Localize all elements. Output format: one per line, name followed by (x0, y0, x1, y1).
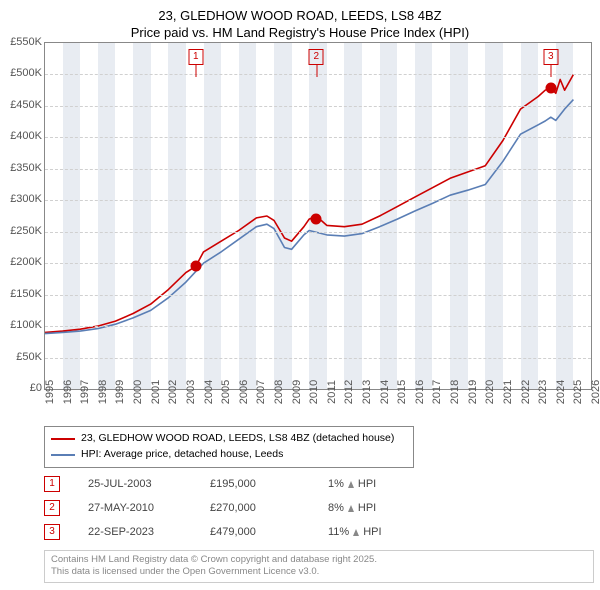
title-address: 23, GLEDHOW WOOD ROAD, LEEDS, LS8 4BZ (0, 8, 600, 25)
legend-swatch (51, 438, 75, 440)
sale-flag: 3 (543, 49, 558, 65)
sale-flag: 1 (188, 49, 203, 65)
y-axis-label: £550K (2, 36, 42, 48)
sale-diff: 1%HPI (328, 478, 376, 490)
x-axis-label: 1998 (97, 380, 109, 404)
x-axis-label: 2021 (502, 380, 514, 404)
y-axis-label: £200K (2, 256, 42, 268)
gridline (45, 358, 591, 359)
x-axis-label: 2023 (537, 380, 549, 404)
series-line (45, 100, 573, 334)
legend-row: HPI: Average price, detached house, Leed… (51, 447, 407, 463)
x-axis-label: 2012 (343, 380, 355, 404)
sale-date: 22-SEP-2023 (88, 526, 210, 538)
arrow-up-icon (353, 529, 359, 536)
sale-diff: 8%HPI (328, 502, 376, 514)
arrow-up-icon (348, 505, 354, 512)
gridline (45, 295, 591, 296)
x-axis-label: 2008 (273, 380, 285, 404)
x-axis-label: 2015 (396, 380, 408, 404)
sale-diff: 11%HPI (328, 526, 382, 538)
x-axis-label: 2019 (467, 380, 479, 404)
x-axis-label: 2024 (555, 380, 567, 404)
gridline (45, 137, 591, 138)
x-axis-label: 2014 (379, 380, 391, 404)
y-axis-label: £50K (2, 351, 42, 363)
footer-line2: This data is licensed under the Open Gov… (51, 566, 587, 578)
x-axis-label: 2001 (150, 380, 162, 404)
footer-line1: Contains HM Land Registry data © Crown c… (51, 554, 587, 566)
x-axis-label: 1997 (79, 380, 91, 404)
sale-flag-icon: 2 (44, 500, 60, 516)
table-row: 2 27-MAY-2010£270,0008%HPI (44, 496, 382, 520)
sale-flag-icon: 1 (44, 476, 60, 492)
y-axis-label: £500K (2, 67, 42, 79)
title-subtitle: Price paid vs. HM Land Registry's House … (0, 25, 600, 42)
y-axis-label: £0 (2, 382, 42, 394)
gridline (45, 263, 591, 264)
x-axis-label: 2022 (520, 380, 532, 404)
sale-flag-icon: 3 (44, 524, 60, 540)
legend: 23, GLEDHOW WOOD ROAD, LEEDS, LS8 4BZ (d… (44, 426, 414, 468)
legend-label: HPI: Average price, detached house, Leed… (81, 447, 283, 463)
chart-container: 23, GLEDHOW WOOD ROAD, LEEDS, LS8 4BZ Pr… (0, 0, 600, 590)
x-axis-label: 2026 (590, 380, 600, 404)
legend-row: 23, GLEDHOW WOOD ROAD, LEEDS, LS8 4BZ (d… (51, 431, 407, 447)
plot-area: 1 2 3 (44, 42, 592, 390)
sale-marker (311, 214, 322, 225)
sale-marker (190, 261, 201, 272)
x-axis-label: 2013 (361, 380, 373, 404)
gridline (45, 169, 591, 170)
sales-table: 1 25-JUL-2003£195,0001%HPI 2 27-MAY-2010£27… (44, 472, 382, 544)
y-axis-label: £300K (2, 193, 42, 205)
y-axis-label: £400K (2, 130, 42, 142)
x-axis-label: 2011 (326, 380, 338, 404)
x-axis-label: 1995 (44, 380, 56, 404)
x-axis-label: 1996 (62, 380, 74, 404)
x-axis-label: 2009 (291, 380, 303, 404)
table-row: 3 22-SEP-2023£479,00011%HPI (44, 520, 382, 544)
sale-price: £195,000 (210, 478, 328, 490)
gridline (45, 232, 591, 233)
x-axis-label: 2006 (238, 380, 250, 404)
x-axis-label: 2017 (431, 380, 443, 404)
table-row: 1 25-JUL-2003£195,0001%HPI (44, 472, 382, 496)
x-axis-label: 2007 (255, 380, 267, 404)
x-axis-label: 2016 (414, 380, 426, 404)
gridline (45, 74, 591, 75)
x-axis-label: 1999 (114, 380, 126, 404)
x-axis-label: 2025 (572, 380, 584, 404)
x-axis-label: 2010 (308, 380, 320, 404)
x-axis-label: 2018 (449, 380, 461, 404)
y-axis-label: £250K (2, 225, 42, 237)
legend-label: 23, GLEDHOW WOOD ROAD, LEEDS, LS8 4BZ (d… (81, 431, 394, 447)
x-axis-label: 2003 (185, 380, 197, 404)
sale-price: £479,000 (210, 526, 328, 538)
x-axis-label: 2000 (132, 380, 144, 404)
y-axis-label: £150K (2, 288, 42, 300)
gridline (45, 106, 591, 107)
x-axis-label: 2020 (484, 380, 496, 404)
arrow-up-icon (348, 481, 354, 488)
sale-price: £270,000 (210, 502, 328, 514)
y-axis-label: £100K (2, 319, 42, 331)
x-axis-label: 2005 (220, 380, 232, 404)
legend-swatch (51, 454, 75, 456)
sale-date: 27-MAY-2010 (88, 502, 210, 514)
gridline (45, 200, 591, 201)
sale-marker (545, 82, 556, 93)
y-axis-label: £450K (2, 99, 42, 111)
chart-title: 23, GLEDHOW WOOD ROAD, LEEDS, LS8 4BZ Pr… (0, 0, 600, 42)
footer-attrib: Contains HM Land Registry data © Crown c… (44, 550, 594, 583)
sale-flag: 2 (309, 49, 324, 65)
x-axis-label: 2004 (203, 380, 215, 404)
x-axis-label: 2002 (167, 380, 179, 404)
y-axis-label: £350K (2, 162, 42, 174)
sale-date: 25-JUL-2003 (88, 478, 210, 490)
gridline (45, 326, 591, 327)
